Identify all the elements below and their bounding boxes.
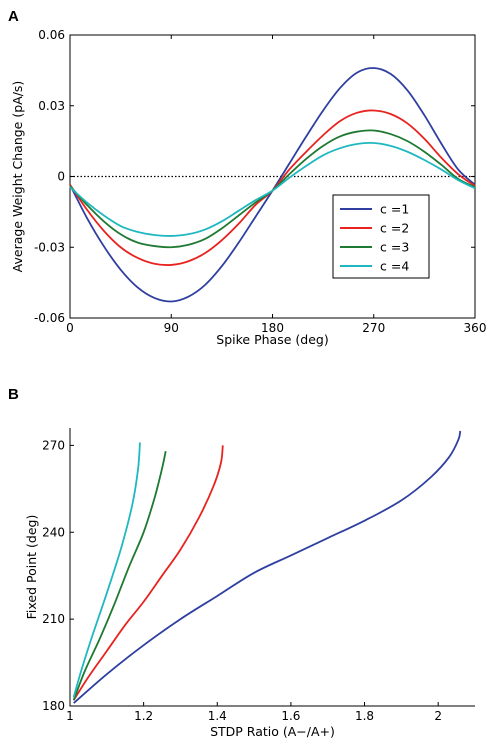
legend-label-c4: c =4 <box>380 259 409 274</box>
panel-b-xtick-label: 1.8 <box>355 709 374 723</box>
panel-b-ylabel: Fixed Point (deg) <box>24 515 39 620</box>
panel-b-series-line-c1 <box>73 430 462 704</box>
panel-b-xtick-label: 1 <box>66 709 74 723</box>
panel-a-ticks-group: 0 90 180 270 360 -0.06 -0.03 0 0.03 0.06 <box>34 28 487 335</box>
legend-label-c2: c =2 <box>380 221 409 236</box>
panel-b-xtick-label: 2 <box>434 709 442 723</box>
panel-a-ytick-label: 0.06 <box>38 28 65 42</box>
panel-b-ytick-label: 180 <box>42 699 65 713</box>
panel-a-ytick-label: 0 <box>57 170 65 184</box>
panel-a-ytick-label: -0.03 <box>34 240 65 254</box>
panel-a-xtick-label: 90 <box>164 321 179 335</box>
panel-b-ytick-label: 270 <box>42 438 65 452</box>
panel-b-series-line-c3 <box>72 450 167 701</box>
panel-b-xlabel: STDP Ratio (A−/A+) <box>210 724 335 739</box>
legend-label-c3: c =3 <box>380 240 409 255</box>
panel-a-ytick-label: 0.03 <box>38 99 65 113</box>
panel-b-chart: 1 1.2 1.4 1.6 1.8 2 180 210 240 270 STDP Ratio (A… <box>24 428 475 739</box>
legend-items-group: c =1 c =2 c =3 c =4 <box>340 202 409 274</box>
panel-b-ticks-group: 1 1.2 1.4 1.6 1.8 2 180 210 240 270 <box>42 438 442 723</box>
panel-b-series-line-c4 <box>72 442 141 698</box>
panel-b-series-group <box>72 430 462 704</box>
panel-b-axes <box>69 428 475 707</box>
panel-a-ytick-label: -0.06 <box>34 311 65 325</box>
panel-a-xtick-label: 270 <box>362 321 385 335</box>
panel-b-label: B <box>8 386 19 403</box>
panel-b-xtick-label: 1.4 <box>208 709 227 723</box>
panel-b-ytick-label: 240 <box>42 525 65 539</box>
panel-a-legend: c =1 c =2 c =3 c =4 <box>332 194 430 279</box>
panel-b-series-line-c2 <box>72 445 224 701</box>
panel-a-series-group <box>69 67 476 303</box>
panel-b-xtick-label: 1.6 <box>281 709 300 723</box>
legend-label-c1: c =1 <box>380 202 409 217</box>
panel-a-xlabel: Spike Phase (deg) <box>216 332 328 347</box>
panel-a-ylabel: Average Weight Change (pA/s) <box>10 81 25 273</box>
panel-a-series-line-c4 <box>69 142 476 237</box>
panel-a-xtick-label: 0 <box>66 321 74 335</box>
panel-a-label: A <box>8 8 19 25</box>
panel-a-xtick-label: 360 <box>464 321 487 335</box>
panel-a-chart: 0 90 180 270 360 -0.06 -0.03 0 0.03 0.06 Spike Ph… <box>10 28 486 347</box>
panel-b-xtick-label: 1.2 <box>134 709 153 723</box>
panel-b-ytick-label: 210 <box>42 612 65 626</box>
panel-a-xtick-label: 180 <box>261 321 284 335</box>
